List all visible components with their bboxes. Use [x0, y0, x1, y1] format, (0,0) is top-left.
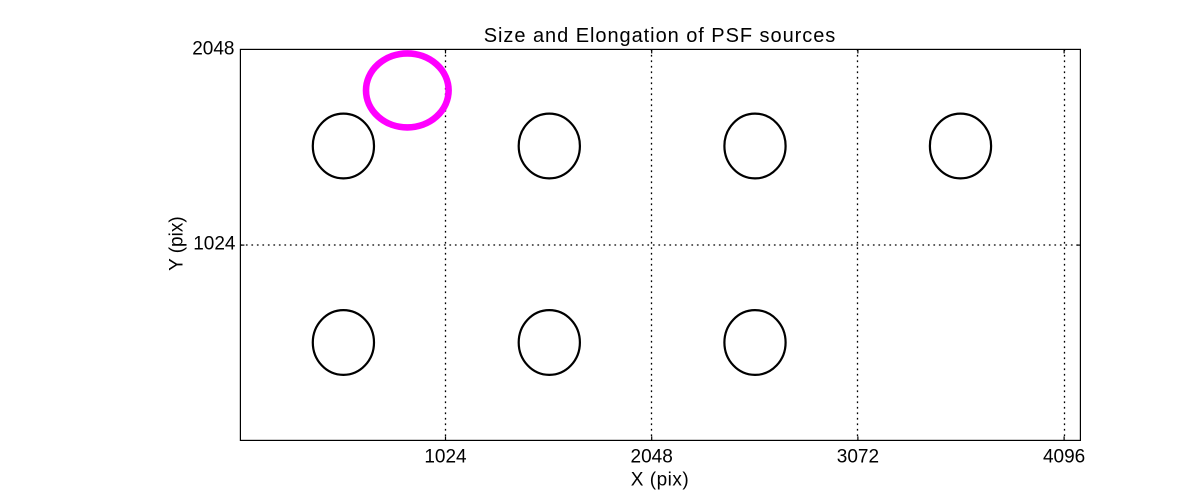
svg-text:4096: 4096 [1043, 446, 1085, 467]
svg-text:1024: 1024 [424, 446, 467, 467]
svg-text:1024: 1024 [193, 233, 236, 254]
svg-text:3072: 3072 [837, 446, 879, 467]
svg-text:2048: 2048 [192, 39, 234, 60]
svg-text:2048: 2048 [631, 446, 673, 467]
svg-text:Y (pix): Y (pix) [166, 216, 187, 271]
svg-text:Size and Elongation of PSF sou: Size and Elongation of PSF sources [484, 25, 837, 47]
svg-text:X (pix): X (pix) [631, 469, 689, 490]
